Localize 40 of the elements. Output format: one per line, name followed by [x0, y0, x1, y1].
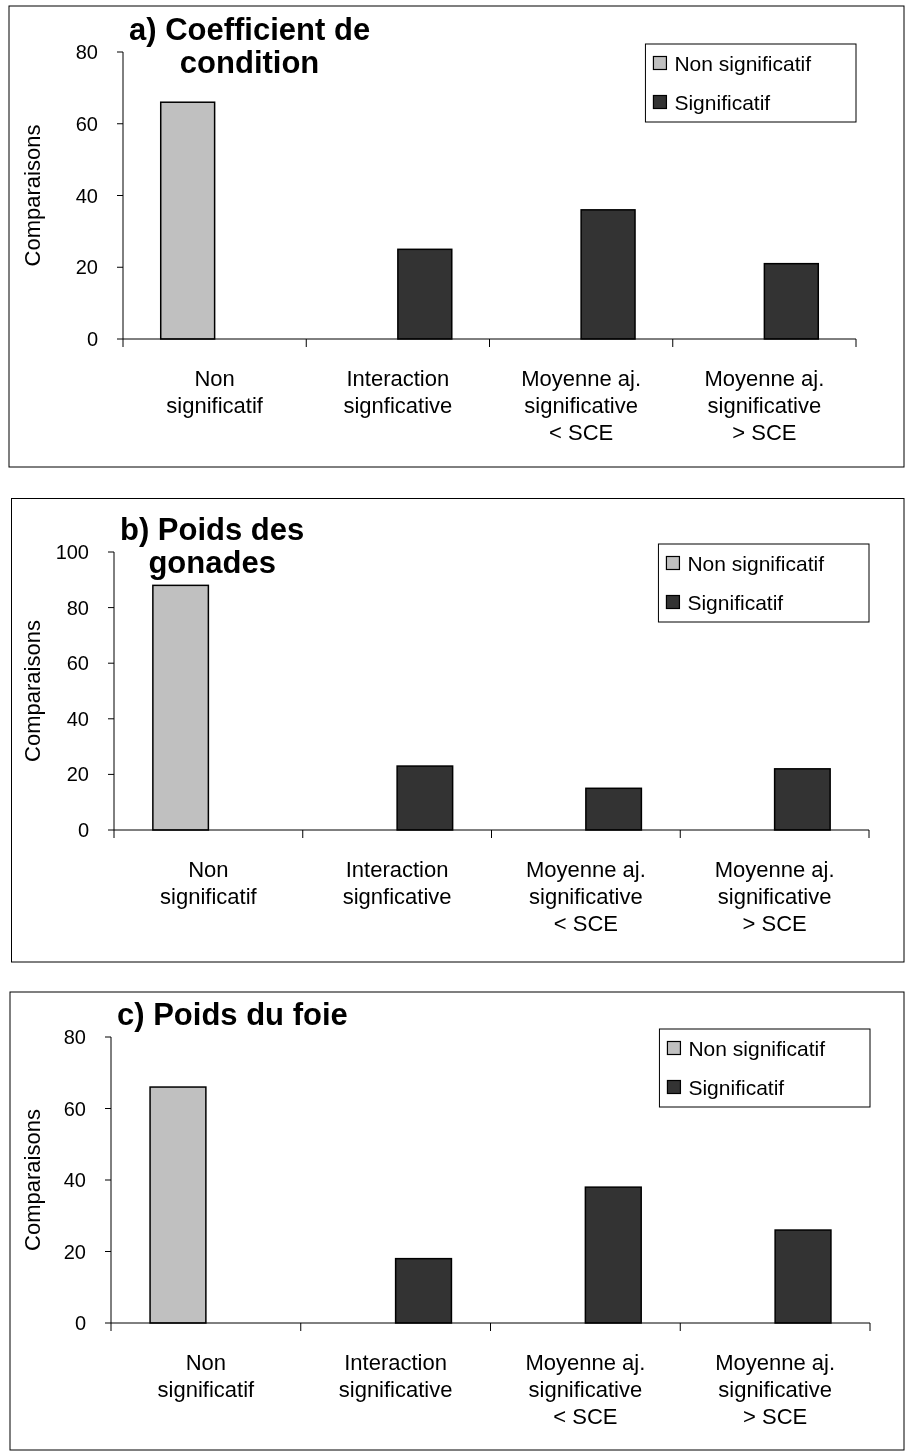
- legend-label: Significatif: [687, 590, 784, 614]
- x-tick-label: Non significatif: [166, 365, 264, 418]
- legend-label: Significatif: [674, 90, 771, 114]
- y-tick-label: 40: [63, 1169, 86, 1191]
- y-tick-label: 0: [74, 1312, 86, 1334]
- x-tick-label: Interaction significative: [338, 1349, 453, 1402]
- y-tick-label: 60: [63, 1097, 86, 1120]
- x-tick-label: Non significatif: [157, 1349, 256, 1402]
- chart-title: c) Poids du foie: [117, 997, 348, 1032]
- y-tick-label: 40: [66, 707, 89, 730]
- y-tick-label: 20: [66, 763, 89, 786]
- x-tick-label: Moyenne aj. significative < SCE: [525, 1349, 646, 1429]
- y-tick-label: 20: [63, 1240, 86, 1263]
- y-tick-label: 80: [75, 41, 98, 63]
- x-tick-label: Interaction signficative: [342, 856, 452, 909]
- y-axis-title: Comparaisons: [19, 124, 45, 267]
- x-tick-label: Moyenne aj. significative > SCE: [715, 1349, 836, 1429]
- legend-label: Non significatif: [674, 51, 812, 75]
- y-tick-label: 80: [66, 596, 89, 619]
- legend-label: Non significatif: [687, 551, 825, 575]
- y-tick-label: 0: [77, 819, 89, 841]
- x-tick-label: Moyenne aj. significative > SCE: [714, 856, 835, 936]
- x-tick-label: Moyenne aj. significative < SCE: [525, 856, 646, 936]
- y-axis-title: Comparaisons: [19, 1109, 45, 1251]
- y-tick-label: 100: [55, 541, 89, 563]
- x-tick-label: Interaction signficative: [343, 365, 453, 418]
- y-tick-label: 40: [75, 184, 98, 207]
- y-tick-label: 0: [86, 328, 98, 350]
- y-tick-label: 60: [75, 112, 98, 135]
- y-tick-label: 20: [75, 256, 98, 279]
- x-tick-label: Non significatif: [160, 856, 258, 909]
- chart-title: b) Poids des gonades: [120, 512, 305, 580]
- y-tick-label: 60: [66, 652, 89, 675]
- x-tick-label: Moyenne aj. significative > SCE: [704, 365, 825, 445]
- legend-label: Significatif: [688, 1075, 785, 1099]
- y-tick-label: 80: [63, 1026, 86, 1048]
- y-axis-title: Comparaisons: [19, 620, 45, 762]
- chart-title: a) Coefficient de condition: [128, 12, 371, 80]
- legend-label: Non significatif: [688, 1036, 826, 1060]
- x-tick-label: Moyenne aj. significative < SCE: [521, 365, 642, 445]
